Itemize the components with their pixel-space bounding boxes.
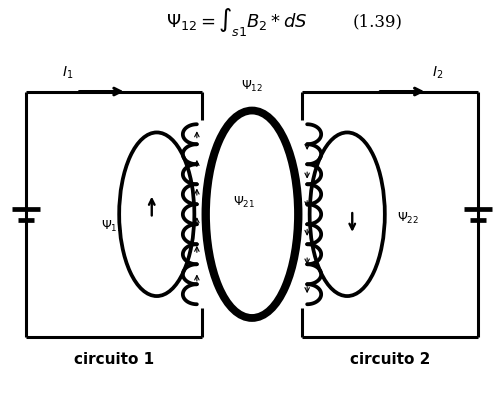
Text: $I_1$: $I_1$ xyxy=(61,65,73,81)
Text: (1.39): (1.39) xyxy=(352,14,402,30)
Text: $I_2$: $I_2$ xyxy=(432,65,443,81)
Text: $\Psi_{11}$: $\Psi_{11}$ xyxy=(100,219,123,234)
Ellipse shape xyxy=(210,115,294,314)
Text: $\Psi_{12} = \int_{s1} B_2 * dS$: $\Psi_{12} = \int_{s1} B_2 * dS$ xyxy=(166,6,308,38)
Text: circuito 1: circuito 1 xyxy=(74,352,154,367)
Text: $\Psi_{22}$: $\Psi_{22}$ xyxy=(397,211,419,226)
Text: $\Psi_{21}$: $\Psi_{21}$ xyxy=(233,194,256,210)
Text: $\Psi_{12}$: $\Psi_{12}$ xyxy=(241,78,263,94)
Text: circuito 2: circuito 2 xyxy=(350,352,430,367)
